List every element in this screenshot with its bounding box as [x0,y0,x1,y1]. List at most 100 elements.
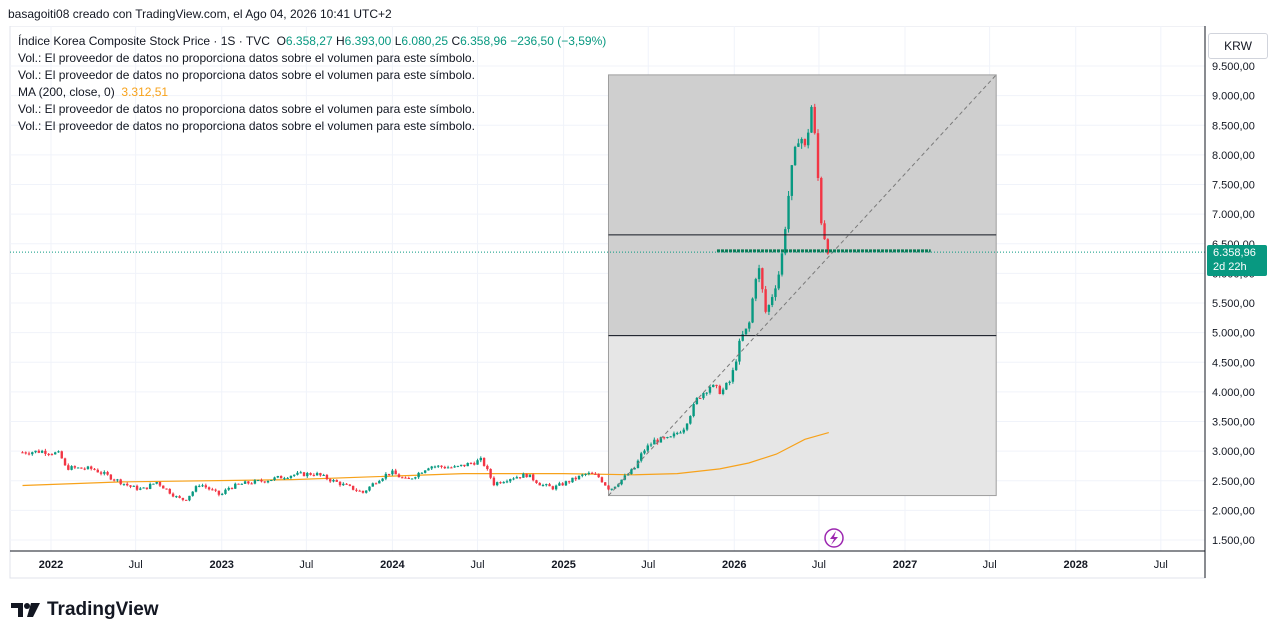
candle-body [613,486,617,489]
candle [90,465,93,471]
candle [761,267,764,293]
candle [469,462,473,465]
candle [365,490,368,494]
candle [54,451,57,455]
candle [505,479,509,484]
candle [594,472,597,475]
y-tick-label: 4.000,00 [1212,387,1255,399]
candle-body [50,454,54,456]
x-tick-label: Jul [471,559,485,571]
candle [142,487,145,489]
candle [656,438,659,445]
candle-body [243,481,247,484]
candle-body [250,483,253,485]
candle [793,145,797,166]
x-tick-label: 2026 [722,559,746,571]
candle [263,481,266,484]
candle-body [797,143,800,147]
candle [705,392,708,396]
candle-body [378,480,381,484]
candle [355,488,358,493]
candle-body [433,466,437,468]
candle-body [283,478,286,480]
trend-projection-line [608,74,997,496]
candle-body [607,485,610,490]
candle-body [322,474,325,476]
candle [662,436,666,440]
candle-body [702,393,705,399]
candle-body [718,385,721,395]
tradingview-logo-icon [11,603,40,617]
candle [718,384,721,395]
candle [734,359,738,371]
candle-body [692,404,695,417]
time-axis[interactable]: 2022 Jul 2023 Jul 2024 Jul 2025 Jul 2026 Jul 2027 J… [39,559,1168,571]
candle [24,451,27,455]
tradingview-logo[interactable]: TradingView [11,599,159,621]
candle [371,482,374,487]
candle [522,472,525,478]
candle [518,477,522,480]
candle [109,474,113,481]
candle [587,471,591,476]
candle-body [437,465,440,467]
candle-body [604,482,607,486]
candle-body [548,484,551,487]
candle-body [594,473,597,475]
candle-body [633,468,636,470]
candle [676,431,679,436]
candle [695,396,699,405]
candle [194,485,198,493]
currency-button[interactable]: KRW [1208,33,1268,59]
candle-body [86,466,90,469]
candle-body [810,106,813,133]
candle [47,452,50,457]
candle [604,481,607,486]
candle [679,430,682,434]
candle [567,480,571,484]
candle-body [132,485,135,487]
candle-body [443,466,446,469]
candle [250,482,253,485]
candle [260,478,263,483]
price-chart[interactable]: 1.500,00 2.000,00 2.500,00 3.000,00 3.500,00… [0,26,1281,586]
candle [34,450,37,454]
candle [374,482,378,485]
candle [548,482,551,487]
candle-body [67,465,70,470]
candle [188,495,191,502]
price-axis[interactable]: 1.500,00 2.000,00 2.500,00 3.000,00 3.500,00… [1212,61,1255,547]
candle [607,485,610,491]
ma-legend[interactable]: MA (200, close, 0) 3.312,51 [18,85,168,99]
candle-body [748,322,751,329]
candle-body [184,499,188,501]
candle [600,476,604,483]
candle [322,473,325,476]
candle-body [129,485,132,487]
candle-body [404,477,407,479]
symbol-legend[interactable]: Índice Korea Composite Stock Price · 1S … [18,34,606,48]
candle [764,285,767,314]
candle [741,330,744,342]
candle-body [371,483,374,487]
x-tick-label: 2023 [209,559,233,571]
candle-body [44,450,47,454]
candle [417,471,420,479]
candle-body [47,453,50,455]
candle-body [705,392,708,394]
candle-body [446,467,450,469]
candle-body [630,469,633,475]
candle [106,470,109,476]
candle-body [420,472,424,474]
candle-body [535,480,538,484]
candle [571,477,574,483]
candle-body [721,389,725,395]
event-flash-icon[interactable] [824,528,844,548]
candle-body [90,466,93,469]
candle-body [676,432,679,434]
candle [535,479,538,484]
candle-body [800,139,803,144]
candle-body [584,473,587,475]
last-price-label: 6.358,96 2d 22h [1207,245,1267,276]
candle [558,481,561,486]
